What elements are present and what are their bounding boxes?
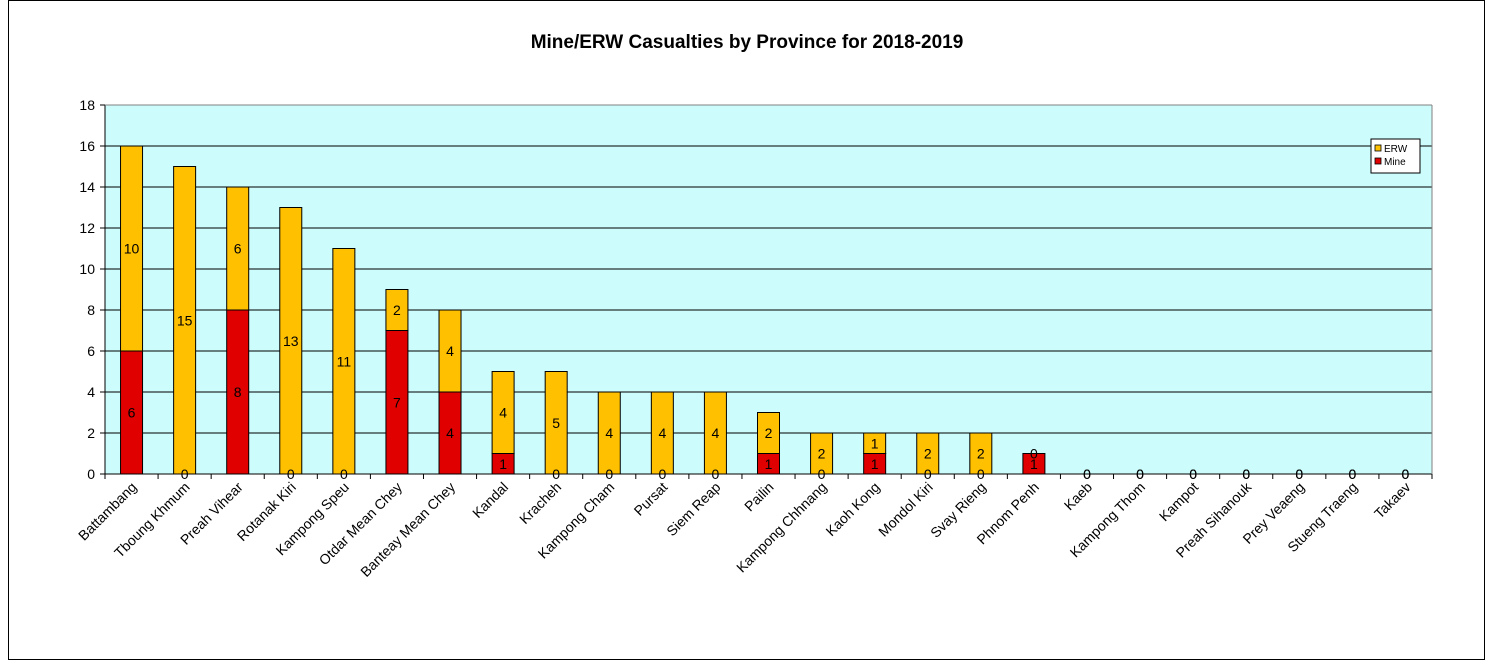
- y-tick-label: 8: [87, 302, 95, 318]
- category-label: Banteay Mean Chey: [357, 479, 458, 580]
- legend-swatch-erw: [1374, 144, 1382, 152]
- bar-erw: [650, 391, 674, 475]
- legend-label-mine: Mine: [1384, 157, 1406, 168]
- data-label-mine: 0: [977, 466, 985, 482]
- data-label-erw: 2: [977, 446, 985, 462]
- bar-erw: [810, 432, 834, 475]
- bar-erw: [120, 145, 144, 352]
- data-label-mine: 0: [1083, 466, 1091, 482]
- data-label-mine: 0: [1348, 466, 1356, 482]
- legend-label-erw: ERW: [1384, 144, 1408, 155]
- data-label-mine: 4: [446, 425, 454, 441]
- data-label-mine: 0: [1242, 466, 1250, 482]
- bar-erw: [757, 412, 780, 454]
- data-label-erw: 4: [658, 425, 666, 441]
- category-label: Kaoh Kong: [822, 479, 882, 539]
- data-label-mine: 1: [765, 456, 773, 472]
- category-label: Kampong Chhnang: [733, 479, 830, 576]
- data-label-erw: 2: [818, 446, 826, 462]
- data-label-mine: 0: [1189, 466, 1197, 482]
- bar-erw: [916, 432, 940, 475]
- y-tick-label: 6: [87, 343, 95, 359]
- y-tick-label: 12: [79, 220, 95, 236]
- category-label: Pursat: [631, 479, 671, 519]
- category-label: Kampot: [1156, 479, 1202, 525]
- category-label: Kracheh: [516, 479, 564, 527]
- data-label-mine: 0: [1295, 466, 1303, 482]
- data-label-erw: 10: [124, 241, 140, 257]
- data-label-mine: 0: [1136, 466, 1144, 482]
- data-label-mine: 0: [712, 466, 720, 482]
- data-label-mine: 8: [234, 384, 242, 400]
- data-label-erw: 0: [1348, 466, 1356, 482]
- bar-erw: [385, 289, 409, 331]
- data-label-mine: 1: [499, 456, 507, 472]
- category-label: Kaeb: [1061, 479, 1096, 514]
- data-label-erw: 15: [177, 312, 193, 328]
- data-label-erw: 4: [605, 425, 613, 441]
- data-label-mine: 0: [287, 466, 295, 482]
- bar-erw: [703, 391, 727, 475]
- bar-erw: [226, 186, 250, 311]
- bar-erw: [969, 432, 993, 475]
- data-label-mine: 7: [393, 394, 401, 410]
- bar-erw: [491, 371, 515, 454]
- data-label-erw: 5: [552, 415, 560, 431]
- category-label: Siem Reap: [663, 479, 723, 539]
- legend-swatch-mine: [1374, 157, 1382, 165]
- data-label-erw: 0: [1295, 466, 1303, 482]
- data-label-erw: 0: [1136, 466, 1144, 482]
- category-label: Pailin: [741, 479, 777, 515]
- data-label-erw: 6: [234, 241, 242, 257]
- bar-erw: [332, 248, 356, 475]
- y-tick-label: 0: [87, 466, 95, 482]
- data-label-erw: 13: [283, 333, 299, 349]
- data-label-erw: 0: [1402, 466, 1410, 482]
- y-tick-label: 16: [79, 138, 95, 154]
- bar-erw: [544, 371, 568, 475]
- y-tick-label: 4: [87, 384, 95, 400]
- data-label-mine: 0: [552, 466, 560, 482]
- data-label-erw: 0: [1030, 446, 1038, 462]
- bar-erw: [279, 207, 303, 475]
- chart-title: Mine/ERW Casualties by Province for 2018…: [530, 32, 964, 53]
- data-label-erw: 2: [393, 302, 401, 318]
- data-label-erw: 0: [1189, 466, 1197, 482]
- bar-mine: [1022, 453, 1046, 475]
- data-label-erw: 2: [765, 425, 773, 441]
- y-tick-label: 14: [79, 179, 95, 195]
- data-label-erw: 11: [337, 353, 352, 369]
- data-label-erw: 4: [712, 425, 720, 441]
- data-label-mine: 0: [181, 466, 189, 482]
- y-tick-label: 2: [87, 425, 95, 441]
- data-label-mine: 0: [340, 466, 348, 482]
- y-tick-label: 10: [79, 261, 95, 277]
- bar-erw: [173, 166, 197, 475]
- data-label-mine: 0: [1402, 466, 1410, 482]
- data-label-mine: 0: [818, 466, 826, 482]
- category-label: Kandal: [469, 479, 511, 521]
- data-label-erw: 0: [1083, 466, 1091, 482]
- data-label-erw: 4: [499, 405, 507, 421]
- category-label: Takaev: [1371, 479, 1414, 522]
- bar-erw: [863, 432, 887, 454]
- data-label-erw: 2: [924, 446, 932, 462]
- data-label-mine: 6: [128, 405, 136, 421]
- data-label-erw: 4: [446, 343, 454, 359]
- data-label-mine: 1: [871, 456, 879, 472]
- y-tick-label: 18: [79, 97, 95, 113]
- data-label-erw: 1: [871, 435, 879, 451]
- data-label-mine: 0: [605, 466, 613, 482]
- data-label-mine: 1: [1030, 456, 1038, 472]
- bar-erw: [438, 309, 462, 393]
- data-label-mine: 0: [924, 466, 932, 482]
- data-label-mine: 0: [658, 466, 666, 482]
- data-label-erw: 0: [1242, 466, 1250, 482]
- bar-erw: [597, 391, 621, 475]
